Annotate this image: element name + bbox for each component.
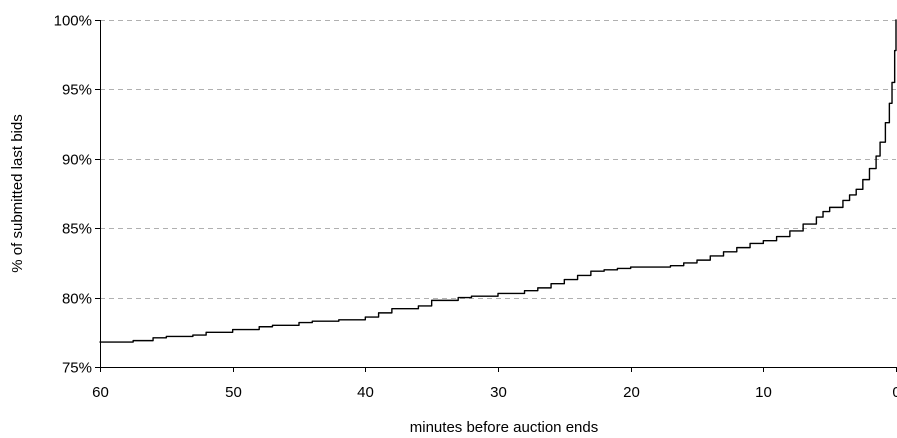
x-axis-title: minutes before auction ends (410, 419, 598, 436)
x-tick-label: 30 (490, 384, 507, 401)
y-tick-label: 100% (54, 13, 92, 30)
y-tick-label: 80% (62, 291, 92, 308)
y-axis-title: % of submitted last bids (9, 114, 26, 272)
x-tick-labels: 60 50 40 30 20 10 0 (92, 367, 897, 401)
x-tick-label: 10 (755, 384, 772, 401)
x-tick-label: 60 (92, 384, 109, 401)
series-line-0 (99, 19, 897, 343)
x-tick-label: 20 (623, 384, 640, 401)
y-tick-label: 90% (62, 152, 92, 169)
y-tick-labels: 75% 80% 85% 90% 95% 100% (54, 13, 100, 377)
x-tick-label: 40 (357, 384, 374, 401)
axes (100, 20, 896, 368)
x-tick-label: 50 (225, 384, 242, 401)
gridlines (100, 20, 896, 299)
y-tick-label: 95% (62, 82, 92, 99)
y-tick-label: 85% (62, 221, 92, 238)
x-tick-label: 0 (892, 384, 897, 401)
series-layer (99, 19, 897, 343)
y-tick-label: 75% (62, 360, 92, 377)
